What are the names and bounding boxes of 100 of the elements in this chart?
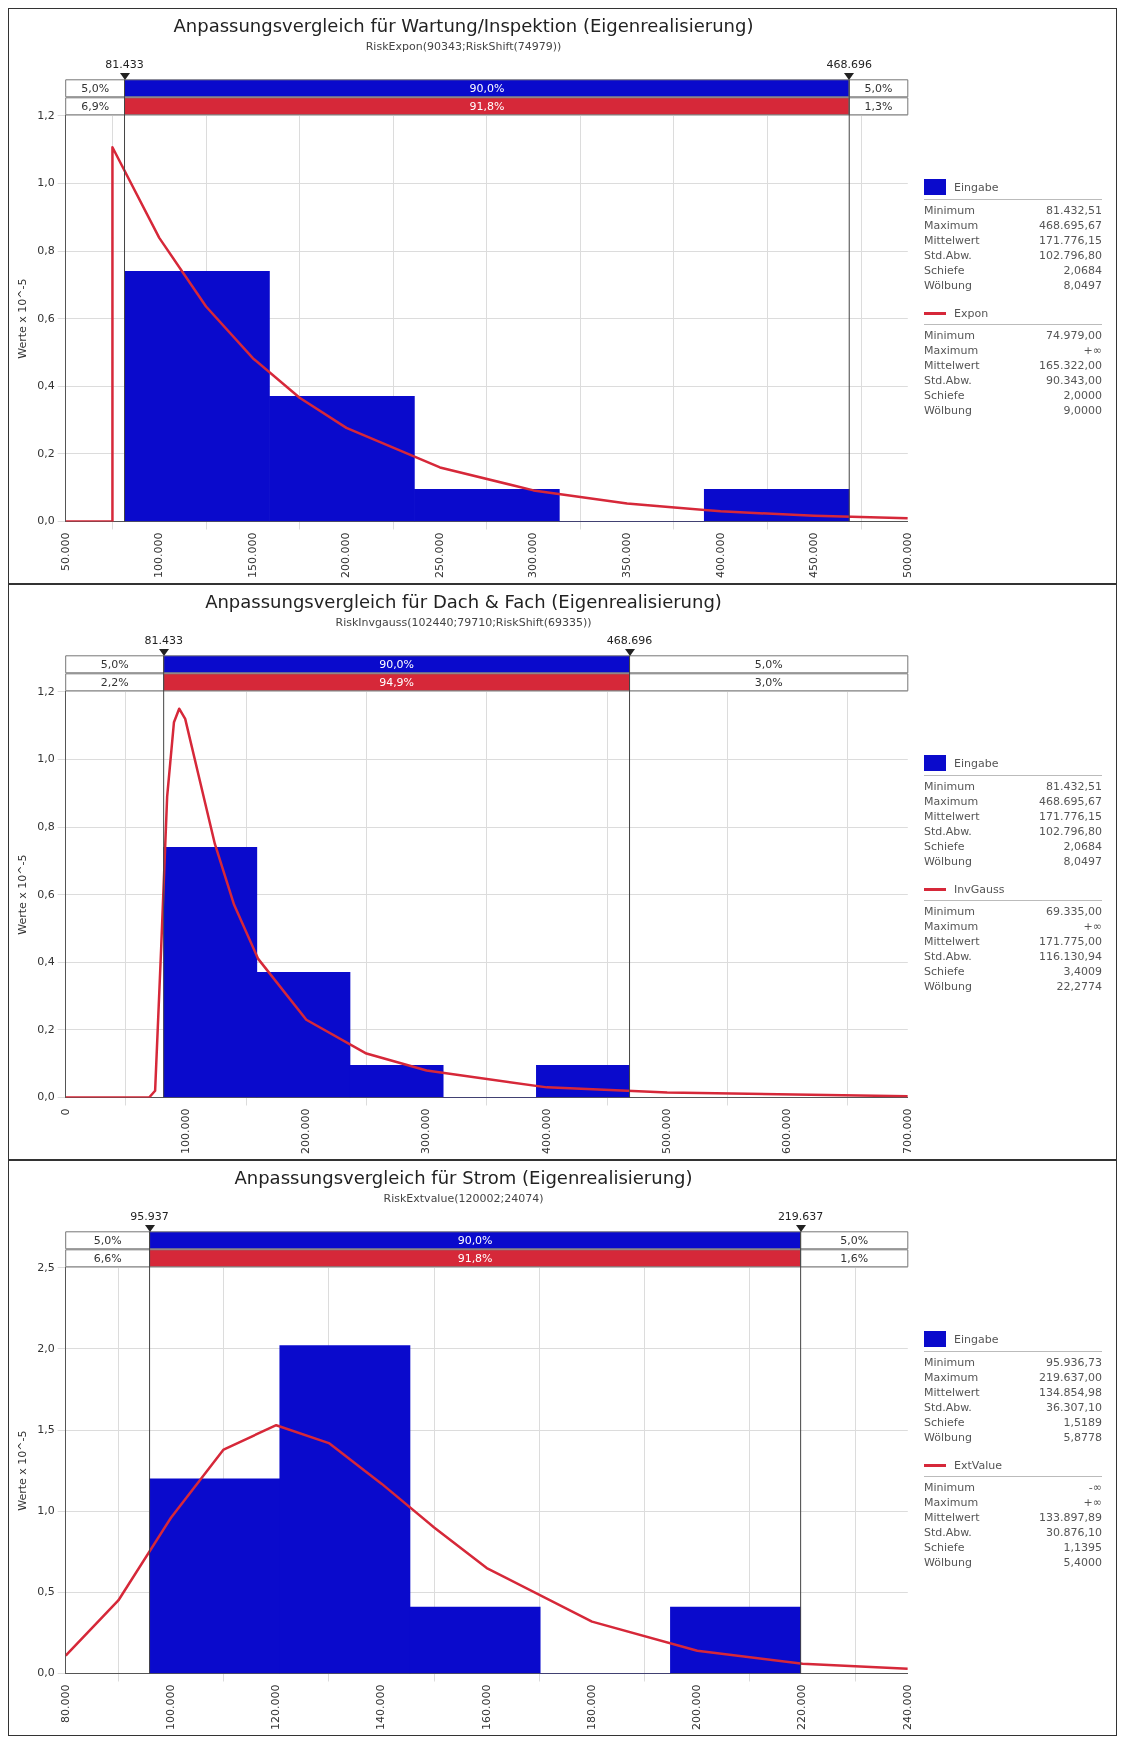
text: Schiefe <box>924 964 965 979</box>
ref-line-label: 81.433 <box>105 58 144 72</box>
y-tick-label: 0,5 <box>37 1585 55 1599</box>
x-tick-label: 50.000 <box>58 532 72 572</box>
x-tick-label: 160.000 <box>479 1684 493 1731</box>
text: 91,8% <box>457 1252 493 1266</box>
text: Schiefe <box>924 1540 965 1555</box>
y-axis-title: Werte x 10^-5 <box>16 1430 30 1511</box>
chart-title: Anpassungsvergleich für Strom (Eigenrealisierung) <box>234 1167 693 1189</box>
y-tick-label: 1,0 <box>37 752 55 766</box>
text: +∞ <box>1083 919 1102 934</box>
text: Wölbung <box>924 1555 972 1570</box>
text: Std.Abw. <box>924 248 972 263</box>
text: 95.936,73 <box>1046 1355 1102 1370</box>
text: 5,0% <box>81 82 110 96</box>
text: Mittelwert <box>924 358 980 373</box>
y-tick-label: 0,8 <box>37 243 55 257</box>
text: Std.Abw. <box>924 1400 972 1415</box>
text: 36.307,10 <box>1046 1400 1102 1415</box>
text: 1,6% <box>840 1252 869 1266</box>
text: 102.796,80 <box>1039 248 1102 263</box>
text: 90,0% <box>469 82 505 96</box>
text: Schiefe <box>924 1415 965 1430</box>
text: 91,8% <box>469 100 505 114</box>
text: 171.776,15 <box>1039 233 1102 248</box>
y-axis-title: Werte x 10^-5 <box>16 854 30 935</box>
legend-label: Expon <box>954 307 989 320</box>
x-tick-label: 100.000 <box>163 1684 177 1731</box>
text: Minimum <box>924 1480 975 1495</box>
x-tick-label: 100.000 <box>152 532 166 579</box>
text: Mittelwert <box>924 934 980 949</box>
text: Wölbung <box>924 854 972 869</box>
ref-line-label: 81.433 <box>144 634 183 648</box>
text: 116.130,94 <box>1039 949 1102 964</box>
y-tick-label: 2,0 <box>37 1341 55 1355</box>
x-tick-label: 220.000 <box>795 1684 809 1731</box>
text: 6,6% <box>93 1252 122 1266</box>
y-tick-label: 0,0 <box>37 514 55 528</box>
chart-subtitle: RiskExpon(90343;RiskShift(74979)) <box>365 40 562 54</box>
text: 81.432,51 <box>1046 203 1102 218</box>
text: 165.322,00 <box>1039 358 1102 373</box>
x-tick-label: 450.000 <box>807 532 821 579</box>
text: 5,0% <box>754 658 783 672</box>
text: 171.775,00 <box>1039 934 1102 949</box>
text: 1,3% <box>864 100 893 114</box>
y-tick-label: 1,0 <box>37 1504 55 1518</box>
x-tick-label: 200.000 <box>690 1684 704 1731</box>
text: Mittelwert <box>924 809 980 824</box>
legend-label: Eingabe <box>954 756 999 770</box>
x-tick-label: 700.000 <box>900 1108 914 1155</box>
text: +∞ <box>1083 343 1102 358</box>
text: 90,0% <box>457 1234 493 1248</box>
text: 2,0000 <box>1063 388 1102 403</box>
text: 5,0% <box>840 1234 869 1248</box>
text: Schiefe <box>924 839 965 854</box>
y-tick-label: 0,4 <box>37 379 55 393</box>
text: 102.796,80 <box>1039 824 1102 839</box>
text: 22,2774 <box>1056 979 1102 994</box>
y-tick-label: 1,2 <box>37 108 55 122</box>
x-tick-label: 0 <box>58 1108 72 1116</box>
text: 94,9% <box>379 676 415 690</box>
text: 2,2% <box>100 676 129 690</box>
legend-label: InvGauss <box>954 883 1005 896</box>
text: Wölbung <box>924 979 972 994</box>
y-tick-label: 2,5 <box>37 1260 55 1274</box>
text: Schiefe <box>924 388 965 403</box>
text: 5,4000 <box>1063 1555 1102 1570</box>
y-axis-title: Werte x 10^-5 <box>16 278 30 359</box>
y-tick-label: 0,2 <box>37 1022 55 1036</box>
x-tick-label: 140.000 <box>374 1684 388 1731</box>
text: Std.Abw. <box>924 824 972 839</box>
ref-line-label: 95.937 <box>130 1210 169 1224</box>
y-tick-label: 0,4 <box>37 955 55 969</box>
chart-subtitle: RiskExtvalue(120002;24074) <box>383 1192 544 1206</box>
x-tick-label: 500.000 <box>900 532 914 579</box>
y-tick-label: 0,8 <box>37 819 55 833</box>
text: 1,5189 <box>1063 1415 1102 1430</box>
text: 134.854,98 <box>1039 1385 1102 1400</box>
text: 3,4009 <box>1063 964 1102 979</box>
y-tick-label: 0,0 <box>37 1090 55 1104</box>
text: Std.Abw. <box>924 373 972 388</box>
text: 171.776,15 <box>1039 809 1102 824</box>
text: 3,0% <box>754 676 783 690</box>
y-tick-label: 0,6 <box>37 887 55 901</box>
x-tick-label: 240.000 <box>900 1684 914 1731</box>
text: Schiefe <box>924 263 965 278</box>
text: 8,0497 <box>1063 278 1102 293</box>
text: +∞ <box>1083 1495 1102 1510</box>
text: -∞ <box>1088 1480 1102 1495</box>
text: 5,0% <box>93 1234 122 1248</box>
legend-label: Eingabe <box>954 1332 999 1346</box>
text: 5,0% <box>100 658 129 672</box>
x-tick-label: 300.000 <box>419 1108 433 1155</box>
x-tick-label: 200.000 <box>339 532 353 579</box>
text: Minimum <box>924 328 975 343</box>
text: 90,0% <box>379 658 415 672</box>
text: Std.Abw. <box>924 949 972 964</box>
text: 219.637,00 <box>1039 1370 1102 1385</box>
chart-title: Anpassungsvergleich für Wartung/Inspektion (Eigenrealisierung) <box>173 15 754 37</box>
text: Minimum <box>924 1355 975 1370</box>
